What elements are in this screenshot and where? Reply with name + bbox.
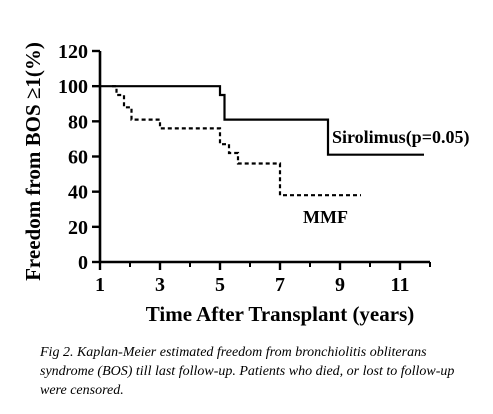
y-axis-title: Freedom from BOS ≥1(%)	[21, 42, 45, 281]
y-tick-label: 120	[58, 41, 88, 63]
axes	[92, 49, 431, 270]
y-tick-label: 0	[78, 252, 88, 274]
x-axis-title: Time After Transplant (years)	[146, 302, 415, 326]
series-label-2: MMF	[303, 207, 348, 227]
labels-layer: 0 20 40 60 80 100 120 1 3 5 7 9 11 Time After Transpl…	[21, 41, 469, 326]
y-tick-label: 60	[68, 147, 88, 169]
series-label-1: Sirolimus(p=0.05)	[332, 127, 469, 148]
y-tick-label: 20	[68, 217, 88, 239]
y-tick-label: 100	[58, 76, 88, 98]
y-tick-label: 40	[68, 182, 88, 204]
series-line-2	[112, 85, 361, 197]
series-line-1	[100, 85, 424, 156]
figure-caption: Fig 2. Kaplan-Meier estimated freedom fr…	[40, 345, 455, 398]
x-tick-label: 5	[215, 274, 225, 296]
x-tick-label: 11	[391, 274, 410, 296]
y-tick-label: 80	[68, 111, 88, 133]
x-tick-label: 1	[95, 274, 105, 296]
x-tick-label: 7	[275, 274, 285, 296]
x-tick-label: 9	[335, 274, 345, 296]
series-layer	[100, 85, 424, 197]
x-tick-label: 3	[155, 274, 165, 296]
kaplan-meier-chart: 0 20 40 60 80 100 120 1 3 5 7 9 11 Time After Transpl…	[21, 41, 469, 326]
